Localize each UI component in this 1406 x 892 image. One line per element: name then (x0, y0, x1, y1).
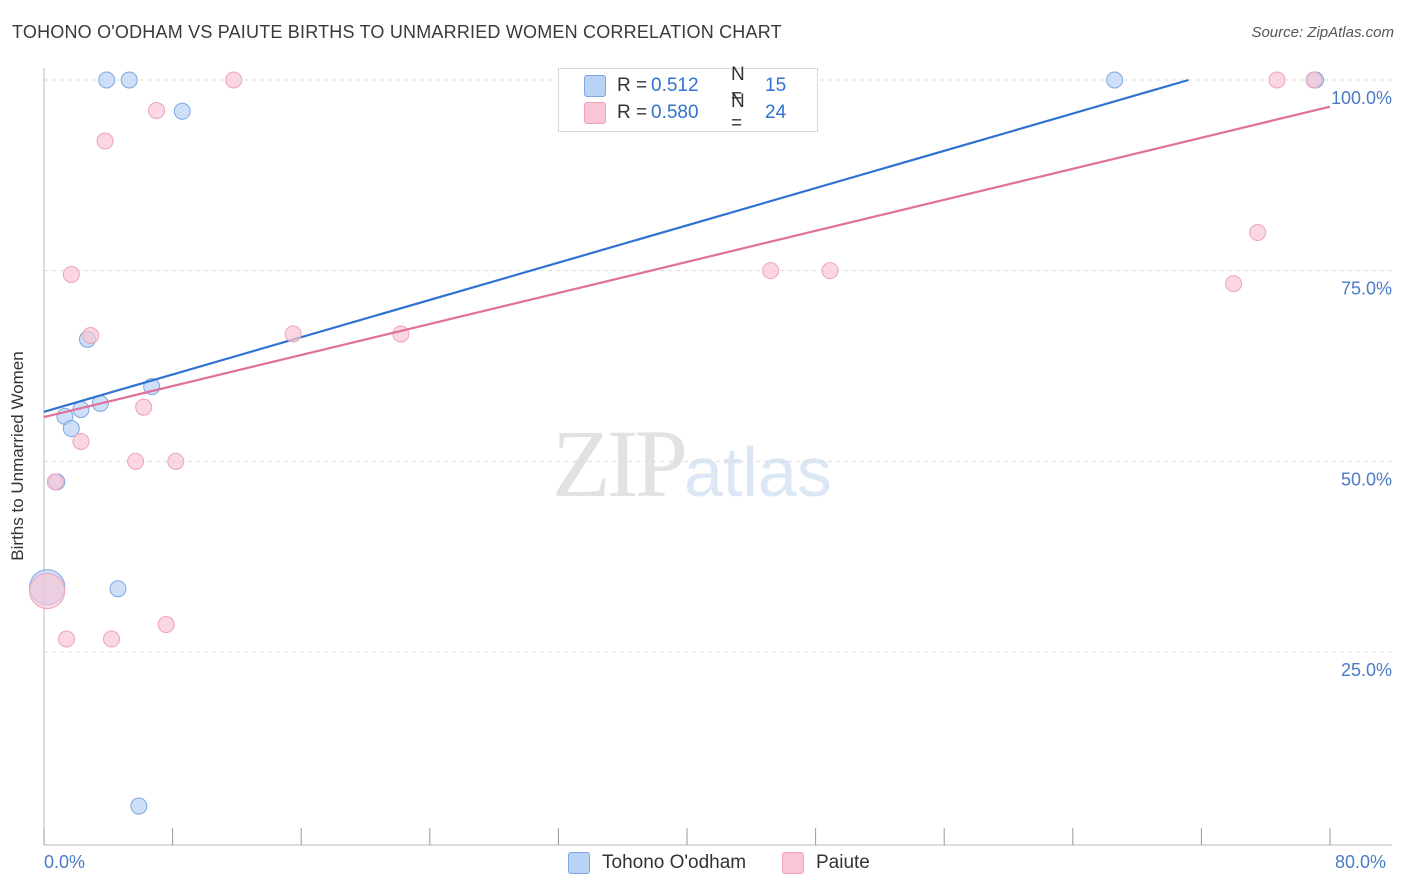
paiute-point (82, 326, 100, 344)
source-credit: Source: ZipAtlas.com (1251, 24, 1394, 41)
paiute-point (157, 616, 175, 634)
paiute-point (29, 572, 66, 610)
legend-item-paiute[interactable]: Paiute (782, 852, 870, 874)
legend-label-tohono: Tohono O'odham (602, 852, 747, 873)
paiute-point (1249, 224, 1267, 242)
correlation-legend: R = 0.512 N = 15 R = 0.580 N = 24 (558, 64, 818, 134)
legend-swatch-tohono (568, 852, 590, 874)
legend-n-value: 15 (765, 75, 787, 96)
legend-n-label: N = (731, 64, 745, 107)
paiute-point (1225, 275, 1243, 293)
tohono-point (1106, 71, 1124, 89)
series-legend: Tohono O'odham Paiute (0, 852, 1406, 878)
paiute-point (821, 262, 839, 280)
chart-title: TOHONO O'ODHAM VS PAIUTE BIRTHS TO UNMAR… (12, 22, 782, 42)
paiute-point (96, 132, 114, 150)
tohono-point (109, 580, 127, 598)
legend-r-label: R = (617, 75, 648, 96)
watermark: ZIPatlas (552, 408, 832, 519)
legend-r-value: 0.512 (651, 75, 699, 96)
paiute-point (225, 71, 243, 89)
paiute-point (62, 265, 80, 283)
paiute-point (135, 398, 153, 416)
paiute-point (284, 325, 302, 343)
watermark-atlas: atlas (684, 433, 832, 511)
paiute-point (127, 452, 145, 470)
legend-n-label: N = (731, 91, 745, 134)
paiute-point (392, 325, 410, 343)
paiute-trend-line (43, 105, 1331, 419)
paiute-point (46, 473, 64, 491)
y-tick-label: 100.0% (1331, 88, 1392, 108)
y-tick-label: 25.0% (1341, 660, 1392, 680)
paiute-point (1305, 71, 1323, 89)
paiute-point (762, 262, 780, 280)
legend-swatch-paiute (584, 102, 606, 124)
paiute-point (148, 102, 166, 120)
paiute-point (1268, 71, 1286, 89)
y-tick-label: 75.0% (1341, 279, 1392, 299)
x-tick-max: 80.0% (1335, 852, 1387, 872)
legend-item-tohono[interactable]: Tohono O'odham (568, 852, 746, 874)
legend-n-value: 24 (765, 102, 787, 123)
paiute-point (72, 433, 90, 451)
tohono-point (98, 71, 116, 89)
x-tick-min: 0.0% (44, 852, 86, 872)
paiute-point (58, 630, 76, 648)
tohono-point (173, 102, 191, 120)
y-axis-label: Births to Unmarried Women (8, 351, 27, 561)
paiute-point (103, 630, 121, 648)
tohono-trend-line (43, 78, 1189, 413)
tohono-point (120, 71, 138, 89)
tohono-point (130, 797, 148, 815)
legend-swatch-paiute (782, 852, 804, 874)
legend-swatch-tohono (584, 75, 606, 97)
legend-label-paiute: Paiute (816, 852, 870, 873)
watermark-zip: ZIP (552, 410, 688, 517)
tohono-point (62, 420, 80, 438)
legend-r-value: 0.580 (651, 102, 699, 123)
paiute-point (167, 452, 185, 470)
y-tick-label: 50.0% (1341, 469, 1392, 489)
legend-r-label: R = (617, 102, 648, 123)
